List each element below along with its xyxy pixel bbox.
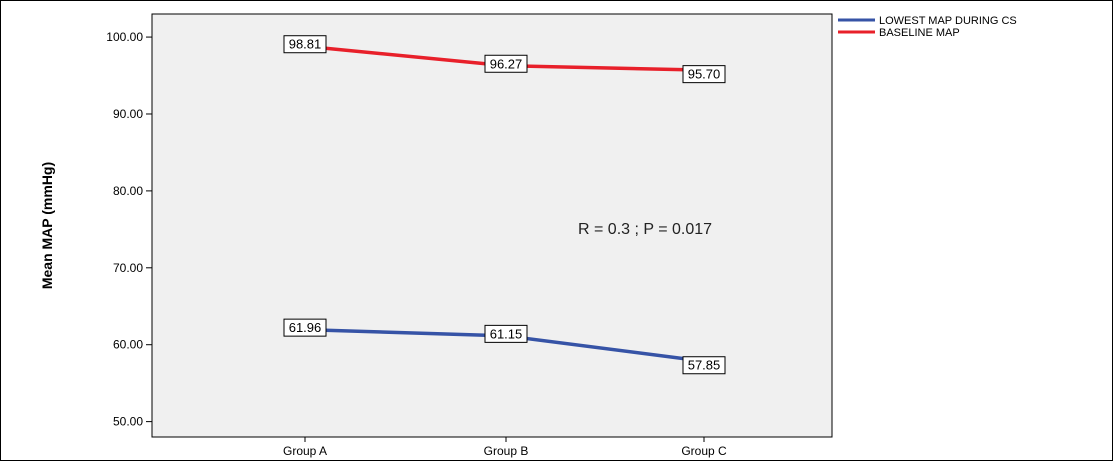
- plot-area: [151, 13, 833, 438]
- legend-label: LOWEST MAP DURING CS: [879, 15, 1017, 27]
- data-label-box: [283, 318, 327, 337]
- y-tick-label: 60.00: [113, 338, 143, 352]
- y-tick-label: 50.00: [113, 415, 143, 429]
- y-axis-ticks: 50.00 60.00 70.00 80.00 90.00 100.00: [106, 30, 152, 429]
- data-label: 96.27: [484, 54, 528, 73]
- x-axis-ticks: Group A Group B Group C: [283, 437, 727, 458]
- data-label-box: [682, 356, 726, 375]
- data-label-text: 61.96: [289, 320, 322, 335]
- data-label-text: 57.85: [688, 358, 721, 373]
- data-labels-layer: 61.96 61.15 57.85 98.81 96.27 95.70: [283, 35, 726, 375]
- data-label: 57.85: [682, 356, 726, 375]
- data-label-box: [484, 54, 528, 73]
- x-tick-label: Group A: [283, 444, 327, 458]
- y-axis-label: Mean MAP (mmHg): [39, 162, 55, 289]
- data-label: 61.15: [484, 324, 528, 343]
- y-tick-label: 90.00: [113, 107, 143, 121]
- data-label: 98.81: [283, 35, 327, 54]
- data-label-text: 61.15: [490, 326, 523, 341]
- data-label-box: [682, 65, 726, 84]
- y-tick-label: 80.00: [113, 184, 143, 198]
- data-label: 61.96: [283, 318, 327, 337]
- x-tick-label: Group B: [484, 444, 529, 458]
- y-tick-label: 70.00: [113, 261, 143, 275]
- data-label-text: 96.27: [490, 56, 523, 71]
- data-label-text: 95.70: [688, 67, 721, 82]
- data-label-text: 98.81: [289, 37, 322, 52]
- y-tick-label: 100.00: [106, 30, 143, 44]
- x-tick-label: Group C: [681, 444, 727, 458]
- data-label-box: [484, 324, 528, 343]
- legend-label: BASELINE MAP: [879, 27, 960, 39]
- data-label-box: [283, 35, 327, 54]
- stats-annotation: R = 0.3 ; P = 0.017: [578, 221, 712, 238]
- data-label: 95.70: [682, 65, 726, 84]
